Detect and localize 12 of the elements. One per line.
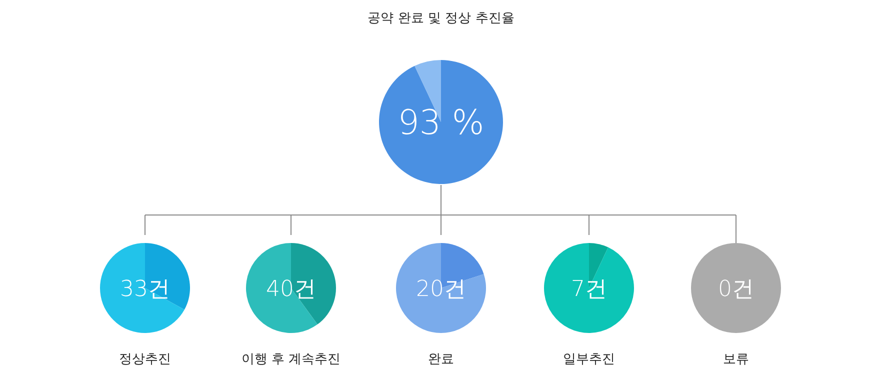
text: 33건 bbox=[120, 276, 170, 302]
text: 93 % bbox=[398, 103, 484, 144]
text: 일부추진 bbox=[563, 352, 615, 367]
text: 이행 후 계속추진 bbox=[241, 352, 341, 367]
text: 20건 bbox=[416, 276, 466, 302]
text: 완료 bbox=[428, 352, 454, 367]
text: 보류 bbox=[723, 352, 749, 367]
text: 40건 bbox=[266, 276, 316, 302]
text: 정상추진 bbox=[119, 352, 171, 367]
text: 7건 bbox=[571, 276, 607, 302]
text: 0건 bbox=[718, 276, 754, 302]
chart-title: 공약 완료 및 정상 추진율 bbox=[368, 11, 514, 26]
